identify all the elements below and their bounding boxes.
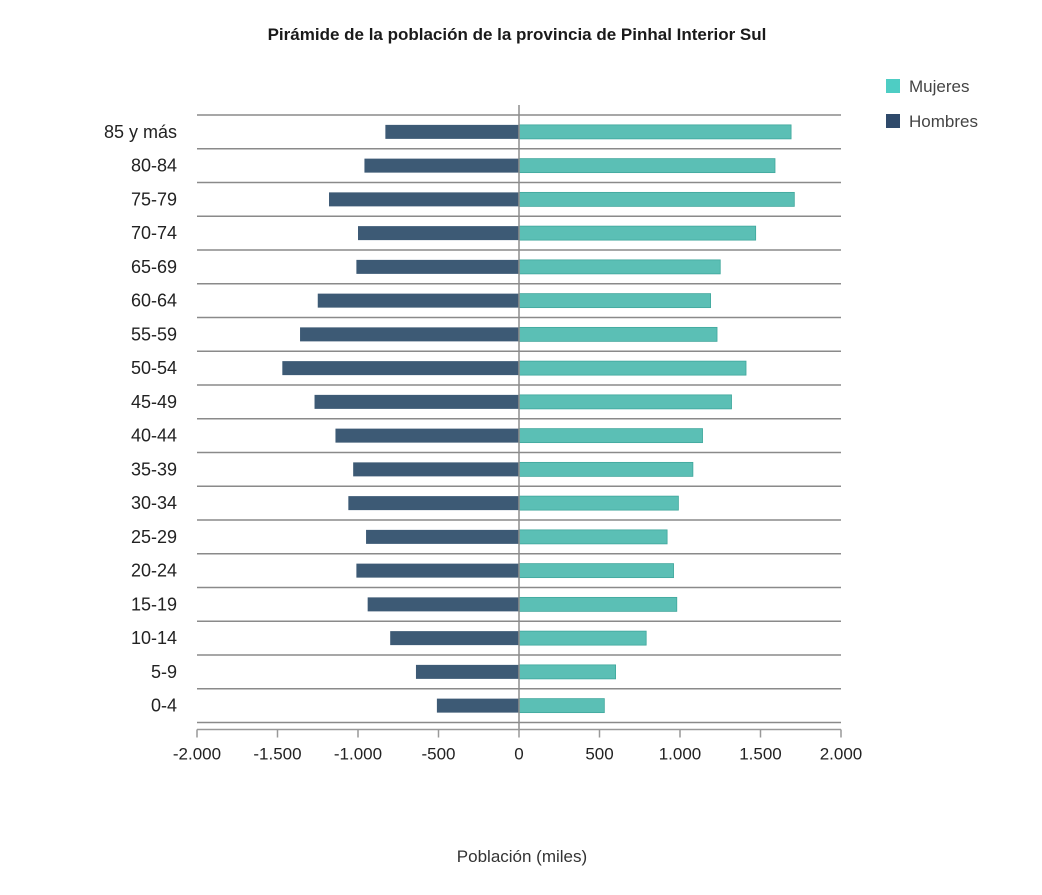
category-label: 85 y más bbox=[104, 122, 177, 142]
category-label: 45-49 bbox=[131, 392, 177, 412]
bar-hombres bbox=[385, 124, 519, 139]
bar-mujeres bbox=[518, 495, 679, 511]
x-tick-label: -2.000 bbox=[173, 745, 221, 764]
category-labels: 85 y más 80-84 75-79 70-74 65-69 60-64 55-59 50… bbox=[104, 122, 177, 716]
category-label: 20-24 bbox=[131, 561, 177, 581]
bar-hombres bbox=[356, 563, 519, 578]
bar-mujeres bbox=[518, 259, 721, 275]
bar-hombres bbox=[436, 698, 519, 713]
chart-title: Pirámide de la población de la provincia… bbox=[268, 25, 767, 44]
category-label: 65-69 bbox=[131, 257, 177, 277]
bar-hombres bbox=[329, 192, 519, 207]
bar-hombres bbox=[356, 259, 519, 274]
bar-mujeres bbox=[518, 225, 757, 241]
bar-hombres bbox=[348, 496, 519, 511]
category-label: 25-29 bbox=[131, 527, 177, 547]
category-label: 10-14 bbox=[131, 628, 177, 648]
category-label: 70-74 bbox=[131, 223, 177, 243]
bar-mujeres bbox=[518, 529, 668, 545]
x-axis: -2.000 -1.500 -1.000 -500 0 500 1.000 1.500 2.00… bbox=[173, 105, 862, 764]
bar-hombres bbox=[353, 462, 519, 477]
bar-mujeres bbox=[518, 326, 718, 342]
bar-mujeres bbox=[518, 630, 647, 646]
x-tick-label: 2.000 bbox=[820, 745, 863, 764]
bars bbox=[282, 124, 795, 714]
x-tick-label: 500 bbox=[585, 745, 613, 764]
bar-hombres bbox=[415, 664, 519, 679]
category-label: 30-34 bbox=[131, 493, 177, 513]
bar-mujeres bbox=[518, 563, 674, 579]
x-tick-label: -1.500 bbox=[253, 745, 301, 764]
bar-hombres bbox=[366, 529, 519, 544]
bar-mujeres bbox=[518, 124, 792, 140]
bar-mujeres bbox=[518, 158, 776, 174]
bar-mujeres bbox=[518, 428, 703, 444]
bar-hombres bbox=[390, 631, 519, 646]
bar-hombres bbox=[317, 293, 519, 308]
legend-label-hombres: Hombres bbox=[909, 112, 978, 131]
category-label: 50-54 bbox=[131, 358, 177, 378]
category-label: 5-9 bbox=[151, 662, 177, 682]
category-label: 60-64 bbox=[131, 291, 177, 311]
legend: Mujeres Hombres bbox=[886, 77, 978, 131]
category-label: 80-84 bbox=[131, 156, 177, 176]
bar-mujeres bbox=[518, 698, 605, 714]
bar-hombres bbox=[358, 226, 519, 241]
category-label: 0-4 bbox=[151, 696, 177, 716]
bar-mujeres bbox=[518, 293, 711, 309]
legend-label-mujeres: Mujeres bbox=[909, 77, 969, 96]
bar-hombres bbox=[314, 394, 519, 409]
bar-mujeres bbox=[518, 461, 694, 477]
x-tick-label: 1.500 bbox=[739, 745, 782, 764]
bar-mujeres bbox=[518, 394, 732, 410]
bar-mujeres bbox=[518, 191, 795, 207]
x-tick-label: -500 bbox=[421, 745, 455, 764]
category-label: 40-44 bbox=[131, 426, 177, 446]
bar-mujeres bbox=[518, 360, 747, 376]
bar-mujeres bbox=[518, 596, 678, 612]
bar-hombres bbox=[335, 428, 519, 443]
bar-hombres bbox=[282, 361, 519, 376]
category-label: 75-79 bbox=[131, 189, 177, 209]
category-label: 55-59 bbox=[131, 324, 177, 344]
x-tick-label: -1.000 bbox=[334, 745, 382, 764]
bar-hombres bbox=[367, 597, 519, 612]
x-tick-label: 0 bbox=[514, 745, 523, 764]
bar-hombres bbox=[364, 158, 519, 173]
legend-swatch-mujeres bbox=[886, 79, 900, 93]
category-label: 35-39 bbox=[131, 459, 177, 479]
x-axis-title: Población (miles) bbox=[457, 847, 587, 866]
bar-mujeres bbox=[518, 664, 616, 680]
bar-hombres bbox=[300, 327, 519, 342]
x-tick-label: 1.000 bbox=[659, 745, 702, 764]
legend-swatch-hombres bbox=[886, 114, 900, 128]
category-label: 15-19 bbox=[131, 594, 177, 614]
